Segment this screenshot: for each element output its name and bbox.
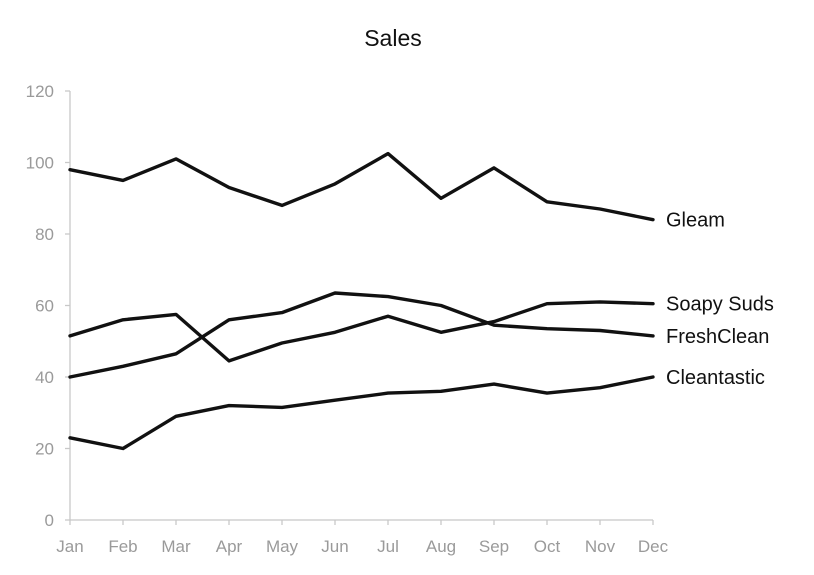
x-tick-label-oct: Oct bbox=[534, 537, 561, 556]
x-tick-label-jan: Jan bbox=[56, 537, 83, 556]
x-tick-label-apr: Apr bbox=[216, 537, 243, 556]
x-tick-label-jul: Jul bbox=[377, 537, 399, 556]
chart-title: Sales bbox=[364, 25, 422, 51]
y-tick-label: 100 bbox=[26, 154, 54, 173]
x-tick-label-feb: Feb bbox=[108, 537, 137, 556]
y-tick-label: 0 bbox=[45, 511, 54, 530]
x-tick-label-nov: Nov bbox=[585, 537, 616, 556]
x-tick-label-aug: Aug bbox=[426, 537, 456, 556]
y-tick-label: 80 bbox=[35, 225, 54, 244]
y-axis-ticks: 0 20 40 60 80 100 120 bbox=[26, 82, 70, 530]
series-line-soapy-suds bbox=[68, 300, 655, 363]
series-labels: Gleam FreshClean Soapy Suds Cleantastic bbox=[666, 210, 774, 389]
x-tick-label-jun: Jun bbox=[321, 537, 348, 556]
y-tick-label: 20 bbox=[35, 440, 54, 459]
series-line-freshclean bbox=[68, 291, 655, 379]
y-tick-label: 120 bbox=[26, 82, 54, 101]
x-tick-label-may: May bbox=[266, 537, 299, 556]
x-tick-label-mar: Mar bbox=[161, 537, 191, 556]
series-line-cleantastic bbox=[68, 375, 655, 451]
y-tick-label: 60 bbox=[35, 297, 54, 316]
series-label-freshclean: FreshClean bbox=[666, 326, 769, 348]
x-tick-label-dec: Dec bbox=[638, 537, 669, 556]
series-label-gleam: Gleam bbox=[666, 210, 725, 232]
series-label-soapy-suds: Soapy Suds bbox=[666, 294, 774, 316]
series-label-cleantastic: Cleantastic bbox=[666, 367, 765, 389]
x-tick-label-sep: Sep bbox=[479, 537, 509, 556]
series-line-gleam bbox=[68, 151, 655, 222]
x-axis-ticks: Jan Feb Mar Apr May Jun Jul Aug Sep Oct Nov Dec bbox=[56, 520, 669, 556]
series-lines bbox=[68, 151, 655, 451]
y-tick-label: 40 bbox=[35, 368, 54, 387]
